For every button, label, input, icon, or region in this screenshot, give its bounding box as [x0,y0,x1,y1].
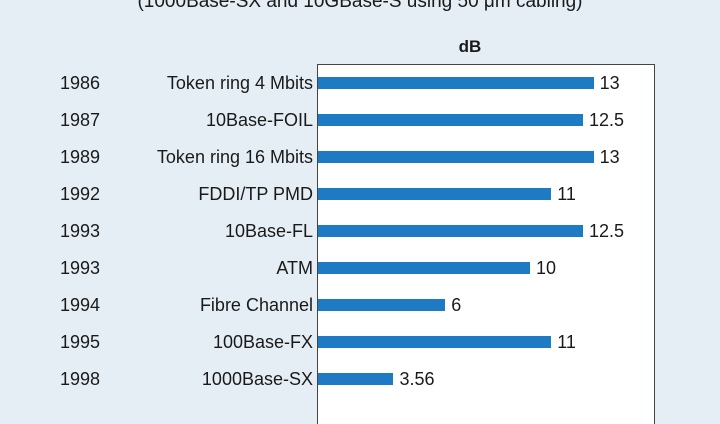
bar [318,299,446,311]
value-label: 12.5 [589,110,625,130]
value-label: 11 [557,184,576,204]
chart-subtitle: (1000Base-SX and 10GBase-S using 50 μm c… [137,0,583,12]
bar [318,188,552,200]
year-label: 1994 [59,295,101,315]
value-label: 12.5 [589,221,625,241]
year-label: 1995 [59,332,101,352]
bar [318,151,594,163]
bar-row: 1987 10Base-FOIL 12.5 [0,102,720,138]
category-label: Token ring 4 Mbits [166,73,313,93]
bar [318,373,394,385]
year-label: 1989 [59,147,101,167]
bar [318,225,583,237]
year-label: 1987 [59,110,101,130]
bar-row: 1992 FDDI/TP PMD 11 [0,176,720,212]
bar-row: 1994 Fibre Channel 6 [0,287,720,323]
year-label: 1992 [59,184,101,204]
category-label: Fibre Channel [199,295,313,315]
bar-row: 1998 1000Base-SX 3.56 [0,361,720,397]
year-label: 1986 [59,73,101,93]
bar [318,77,594,89]
value-label: 13 [599,73,620,93]
category-label: 10Base-FL [224,221,313,241]
category-label: 1000Base-SX [201,369,313,389]
value-label: 10 [536,258,557,278]
category-label: 10Base-FOIL [205,110,313,130]
value-label: 11 [557,332,576,352]
year-label: 1993 [59,258,101,278]
bar-row: 1989 Token ring 16 Mbits 13 [0,139,720,175]
bar [318,336,552,348]
bar [318,114,583,126]
category-label: 100Base-FX [212,332,313,352]
category-label: FDDI/TP PMD [198,184,313,204]
bar [318,262,530,274]
value-label: 6 [451,295,462,315]
category-label: Token ring 16 Mbits [156,147,313,167]
bar-row: 1993 ATM 10 [0,250,720,286]
year-label: 1998 [59,369,101,389]
bar-row: 1993 10Base-FL 12.5 [0,213,720,249]
unit-label: dB [458,37,482,56]
category-label: ATM [276,258,313,278]
bar-row: 1986 Token ring 4 Mbits 13 [0,65,720,101]
bar-row: 1995 100Base-FX 11 [0,324,720,360]
value-label: 13 [599,147,620,167]
value-label: 3.56 [399,369,435,389]
year-label: 1993 [59,221,101,241]
